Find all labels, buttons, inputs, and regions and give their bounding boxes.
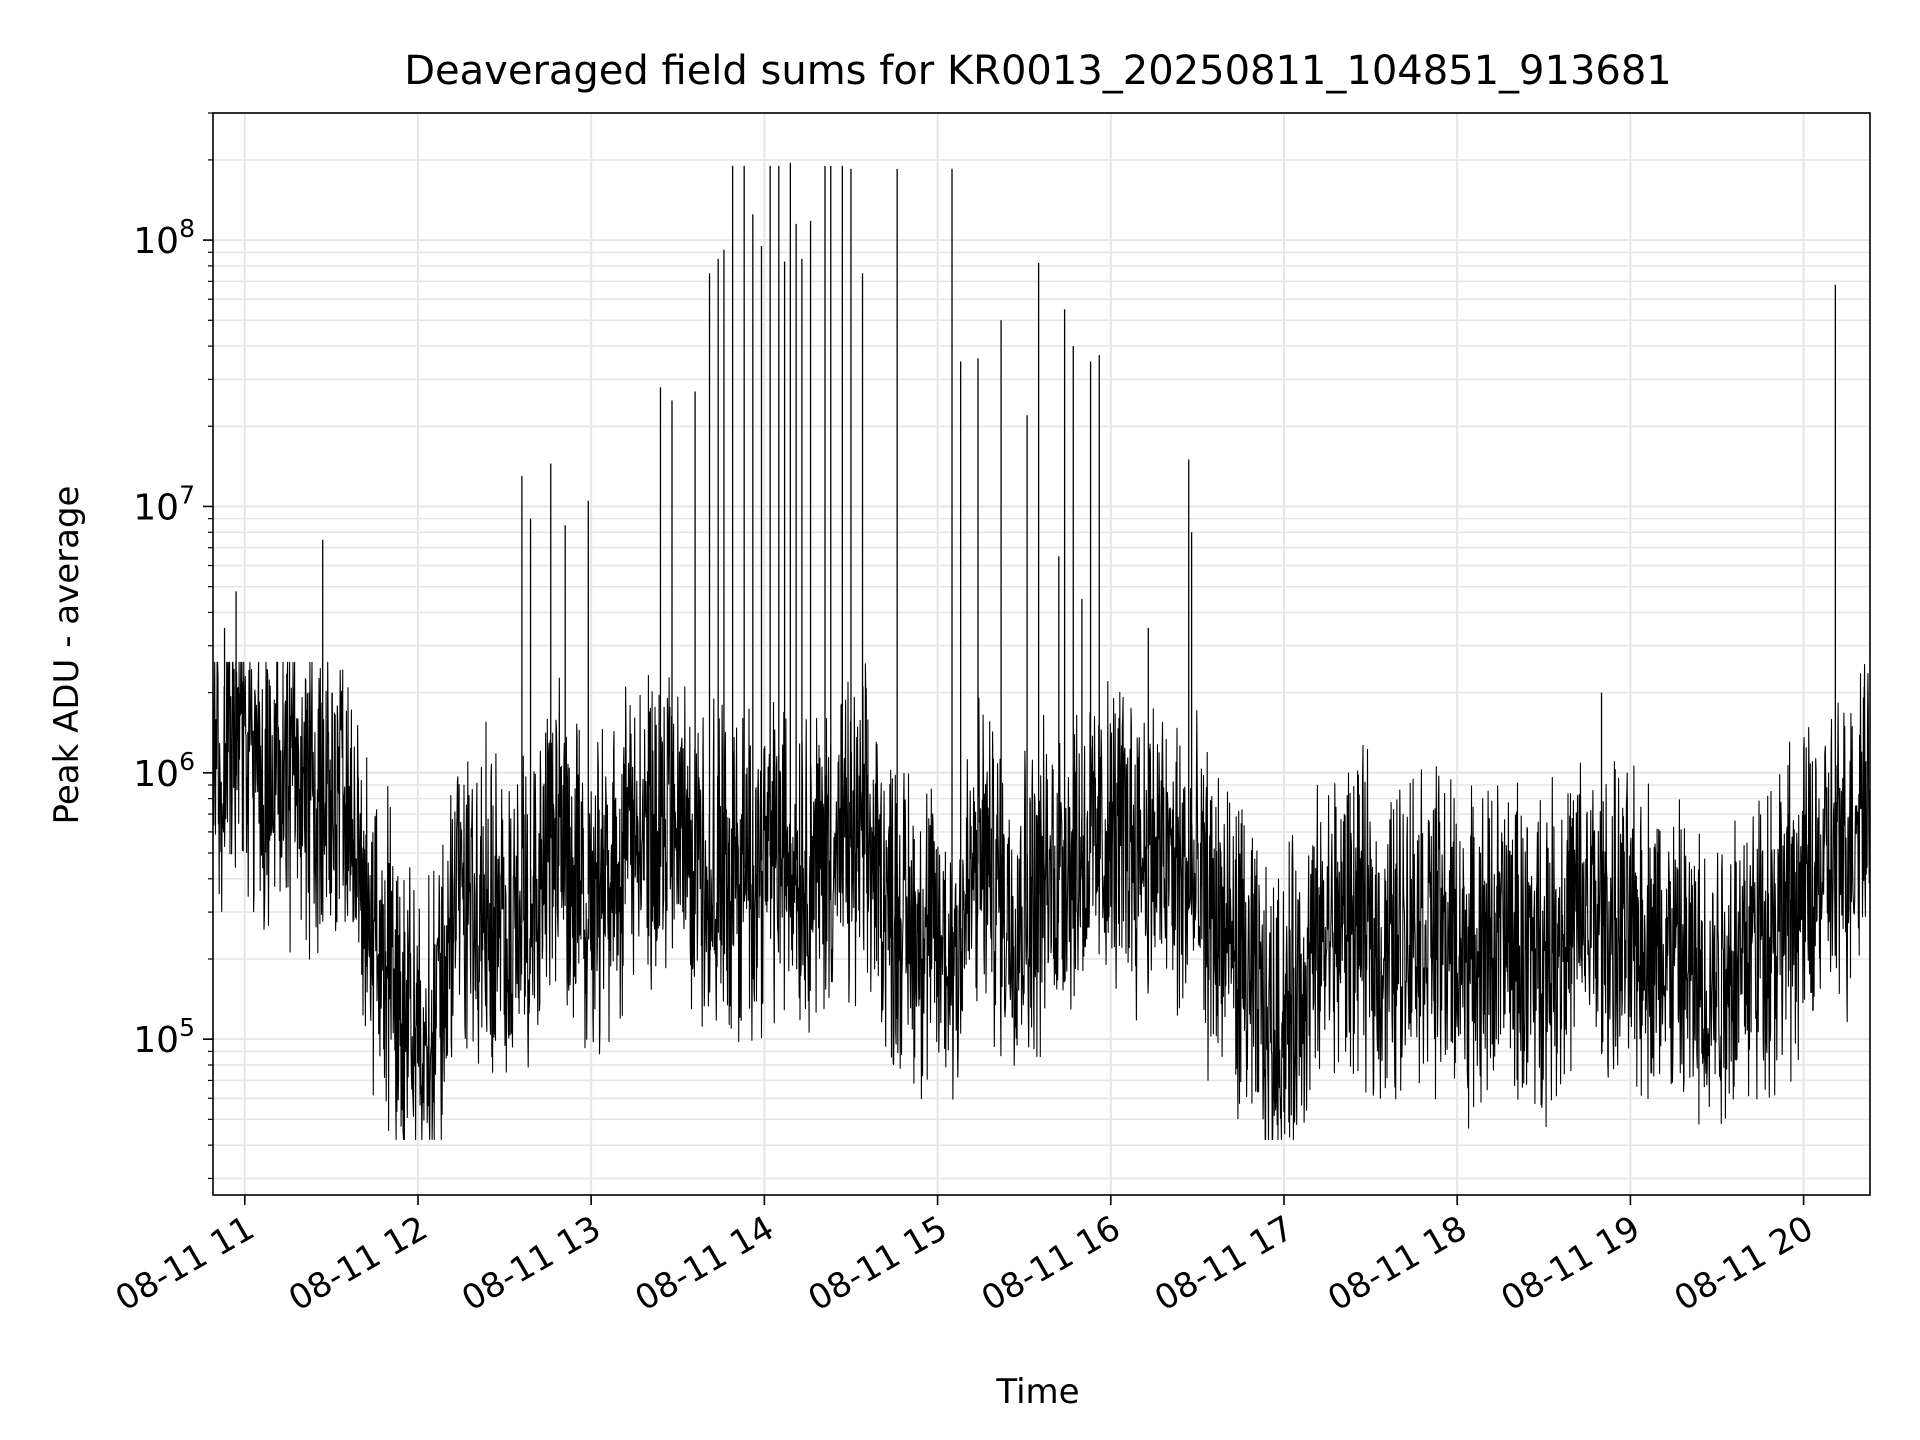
series-line	[212, 661, 1871, 1141]
y-tick-label-exponent: 7	[179, 480, 195, 509]
y-axis-label: Peak ADU - average	[47, 486, 87, 825]
y-tick-label-exponent: 5	[179, 1013, 195, 1042]
y-tick-label: 106	[133, 747, 195, 795]
y-tick-label: 108	[133, 214, 195, 262]
x-axis-label: Time	[995, 1372, 1079, 1412]
y-tick-label-exponent: 6	[179, 747, 195, 776]
y-tick-label-base: 10	[133, 221, 179, 262]
y-tick-label-exponent: 8	[179, 214, 195, 243]
y-tick-label-base: 10	[133, 754, 179, 795]
plot-frame	[212, 112, 1871, 1196]
y-tick-label-base: 10	[133, 1020, 179, 1061]
chart-title: Deaveraged field sums for KR0013_2025081…	[404, 48, 1672, 94]
y-tick-label: 105	[133, 1013, 195, 1061]
data-layer	[212, 162, 1871, 1141]
y-tick-label: 107	[133, 480, 195, 528]
y-tick-label-base: 10	[133, 487, 179, 528]
